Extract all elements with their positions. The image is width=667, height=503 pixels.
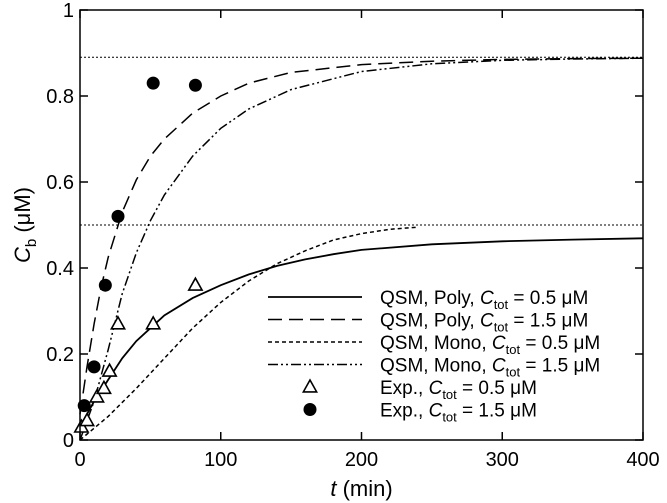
series-line-dashed [79, 57, 644, 415]
legend-label: Exp., Ctot = 1.5 μM [380, 401, 537, 425]
data-point-triangle [95, 379, 112, 395]
x-tick-label: 400 [626, 449, 659, 471]
y-tick-label: 1 [63, 0, 74, 22]
legend-symbol-circle [303, 403, 317, 416]
legend-label: Exp., Ctot = 0.5 μM [380, 378, 537, 402]
data-point-triangle [79, 412, 96, 427]
data-point-circle [146, 76, 160, 90]
legend-label: QSM, Poly, Ctot = 0.5 μM [380, 288, 588, 312]
y-tick-label: 0.6 [46, 172, 74, 194]
x-axis-label: t (min) [330, 476, 392, 501]
data-point-triangle [101, 362, 118, 377]
data-point-circle [77, 399, 91, 413]
x-tick-label: 100 [204, 449, 237, 471]
x-tick-label: 200 [345, 449, 378, 471]
data-point-circle [87, 360, 101, 374]
y-tick-label: 0.4 [46, 258, 74, 280]
data-point-circle [111, 209, 125, 223]
y-tick-label: 0.2 [46, 344, 74, 366]
y-tick-label: 0 [63, 430, 74, 452]
y-axis-label: Cb (μM) [10, 187, 40, 263]
data-point-circle [188, 78, 202, 92]
legend-symbol-triangle [301, 378, 319, 393]
legend-label: QSM, Mono, Ctot = 0.5 μM [380, 333, 600, 357]
data-point-triangle [88, 388, 105, 403]
data-point-triangle [145, 315, 162, 330]
data-point-circle [98, 278, 112, 292]
y-tick-label: 0.8 [46, 86, 74, 108]
legend-label: QSM, Poly, Ctot = 1.5 μM [380, 311, 588, 335]
data-point-triangle [187, 276, 204, 291]
data-point-triangle [109, 315, 127, 330]
legend-label: QSM, Mono, Ctot = 1.5 μM [380, 356, 600, 380]
x-tick-label: 300 [486, 449, 519, 471]
x-tick-label: 0 [74, 449, 85, 471]
series-line-dotted [79, 226, 418, 441]
